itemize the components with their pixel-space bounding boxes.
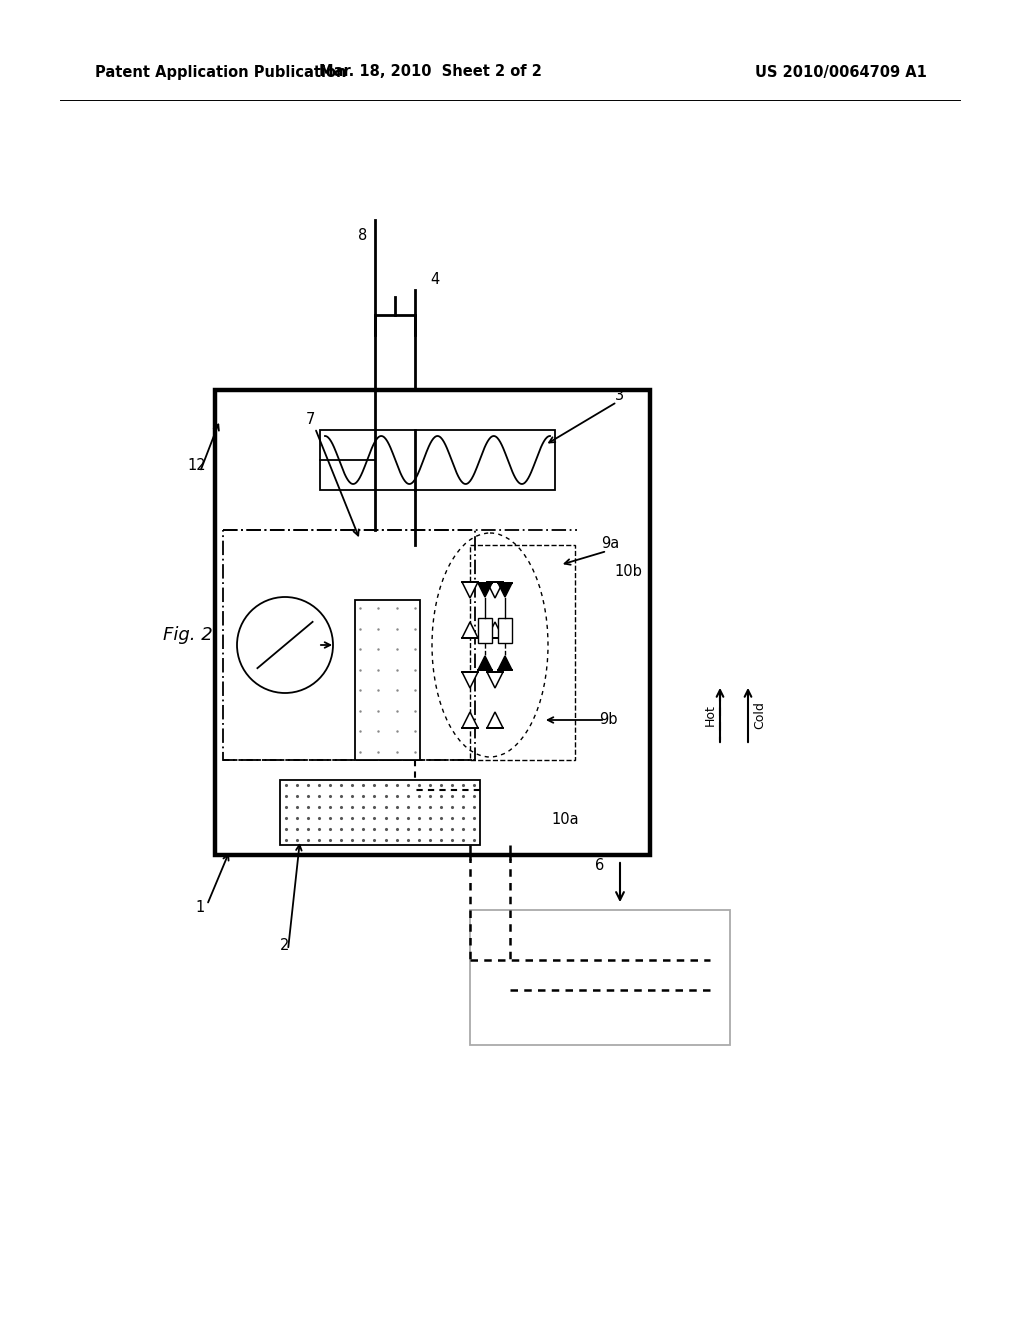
- Text: 9a: 9a: [601, 536, 620, 550]
- Polygon shape: [487, 622, 503, 638]
- Polygon shape: [462, 711, 478, 729]
- Polygon shape: [478, 583, 492, 597]
- Bar: [470, 545, 575, 760]
- Polygon shape: [487, 672, 503, 688]
- Text: 7: 7: [305, 412, 314, 428]
- Text: 3: 3: [615, 388, 625, 403]
- Polygon shape: [462, 672, 478, 688]
- Circle shape: [237, 597, 333, 693]
- Text: 8: 8: [358, 227, 368, 243]
- Polygon shape: [462, 582, 478, 598]
- Text: 9b: 9b: [599, 713, 617, 727]
- Text: 10a: 10a: [551, 813, 579, 828]
- Polygon shape: [498, 656, 512, 671]
- Bar: [280, 780, 480, 845]
- Text: 1: 1: [196, 900, 205, 916]
- Bar: [355, 601, 420, 760]
- Polygon shape: [498, 583, 512, 597]
- Text: 2: 2: [281, 937, 290, 953]
- Text: Cold: Cold: [754, 701, 767, 729]
- Bar: [498, 618, 512, 643]
- Bar: [319, 430, 555, 490]
- Bar: [478, 618, 492, 643]
- Bar: [223, 531, 475, 760]
- Bar: [215, 389, 650, 855]
- Polygon shape: [487, 711, 503, 729]
- Bar: [470, 909, 730, 1045]
- Text: 6: 6: [595, 858, 604, 873]
- Text: Patent Application Publication: Patent Application Publication: [95, 65, 346, 79]
- Polygon shape: [478, 656, 492, 671]
- Text: 10b: 10b: [614, 565, 642, 579]
- Polygon shape: [487, 582, 503, 598]
- Polygon shape: [462, 622, 478, 638]
- Text: US 2010/0064709 A1: US 2010/0064709 A1: [755, 65, 927, 79]
- Text: 4: 4: [430, 272, 439, 288]
- Text: Mar. 18, 2010  Sheet 2 of 2: Mar. 18, 2010 Sheet 2 of 2: [318, 65, 542, 79]
- Text: 12: 12: [187, 458, 206, 473]
- Text: Fig. 2: Fig. 2: [163, 626, 213, 644]
- Text: Hot: Hot: [703, 704, 717, 726]
